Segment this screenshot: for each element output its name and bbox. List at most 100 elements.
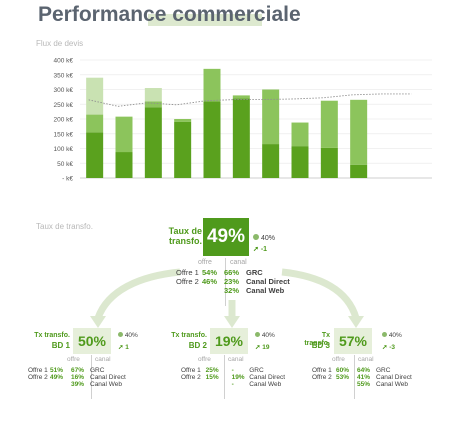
- bar-segment-light: [86, 77, 104, 115]
- arrow-right-head: [348, 316, 364, 328]
- bd1-label-top: Tx transfo.: [34, 332, 70, 339]
- bd2-trend: ➚ 19: [255, 343, 270, 351]
- bar-segment-mid: [350, 99, 368, 165]
- bd1-trend: ➚ 1: [118, 343, 129, 351]
- bd1-label: BD 1: [51, 341, 70, 350]
- quote-flow-chart: 400 k€ 350 k€ 300 k€ 250 k€ 200 k€ 150 k€ 100 …: [53, 58, 432, 183]
- bd3-breakdown-table: Offre 1 60% 64% GRC Offre 2 53% 41% Cana…: [312, 367, 412, 388]
- bd3-target-value: 40%: [388, 332, 402, 339]
- table-row: Offre 1 51% 67% GRC: [28, 367, 105, 374]
- bd1-separator: [91, 355, 92, 399]
- bd3-value: 57%: [334, 328, 372, 354]
- trend-arrow-icon: ➚: [255, 344, 261, 351]
- bd1-col-offre: offre: [67, 356, 80, 363]
- table-row: Offre 2 15% 19% Canal Direct: [181, 374, 285, 381]
- bar-segment-mid: [232, 95, 250, 99]
- bd2-col-offre: offre: [198, 356, 211, 363]
- bd1-target-value: 40%: [124, 332, 138, 339]
- main-kpi-value: 49%: [203, 218, 249, 256]
- y-tick-label: 400 k€: [53, 58, 73, 65]
- trend-arrow-icon: ➚: [118, 344, 124, 351]
- bar-segment-mid: [174, 119, 192, 122]
- bar-segment-mid: [262, 89, 280, 145]
- bd1-target: 40%: [118, 332, 138, 339]
- main-separator: [225, 258, 226, 306]
- arrow-left: [94, 268, 181, 320]
- bar-segment-light: [144, 88, 162, 102]
- bd3-trend: ➚ -3: [382, 343, 395, 351]
- bar-segment-dark: [350, 164, 368, 178]
- average-line: [88, 93, 412, 107]
- table-row: 32% Canal Web: [224, 286, 285, 295]
- bd2-target-value: 40%: [261, 332, 275, 339]
- bd2-label-top: Tx transfo.: [171, 332, 207, 339]
- trend-arrow-icon: ➚: [253, 246, 259, 253]
- section-label-devis: Flux de devis: [36, 39, 84, 48]
- title-highlight: [148, 14, 262, 26]
- table-row: Offre 2 49% 16% Canal Direct: [28, 374, 126, 381]
- bar-segment-dark: [262, 144, 280, 178]
- target-icon: [253, 234, 259, 240]
- section-label-transfo: Taux de transfo.: [36, 222, 93, 231]
- y-tick-label: - k€: [62, 176, 73, 183]
- bar-segment-dark: [203, 101, 221, 178]
- bd2-card: Tx transfo. BD 2 19% 40% ➚ 19 offre cana…: [165, 328, 285, 418]
- target-icon: [382, 332, 387, 337]
- bd3-card: Tx transfo. BD 3 57% 40% ➚ -3 offre cana…: [296, 328, 426, 418]
- y-tick-label: 300 k€: [53, 87, 73, 94]
- y-tick-label: 150 k€: [53, 131, 73, 138]
- bd1-breakdown-table: Offre 1 51% 67% GRC Offre 2 49% 16% Cana…: [28, 367, 126, 388]
- table-row: 39% Canal Web: [71, 381, 123, 388]
- table-row: - Canal Web: [231, 381, 282, 388]
- table-row: Offre 2 46% 23% Canal Direct: [176, 277, 290, 286]
- main-kpi-target-value: 40%: [260, 235, 275, 242]
- page-title: Performance commerciale: [38, 3, 301, 26]
- table-row: 55% Canal Web: [357, 381, 409, 388]
- bar-segment-dark: [115, 152, 133, 178]
- bd3-target: 40%: [382, 332, 402, 339]
- main-kpi-target: 40%: [253, 234, 275, 242]
- bar-segment-dark: [174, 121, 192, 178]
- bd2-value: 19%: [210, 328, 248, 354]
- bd3-label: BD 3: [311, 341, 330, 350]
- bar-segment-mid: [115, 116, 133, 153]
- bar-segment-dark: [86, 132, 104, 178]
- bd2-separator: [224, 355, 225, 399]
- bd1-col-canal: canal: [95, 356, 111, 363]
- target-icon: [255, 332, 260, 337]
- table-row: Offre 2 53% 41% Canal Direct: [312, 374, 412, 381]
- table-row: Offre 1 54% 66% GRC: [176, 268, 263, 277]
- target-icon: [118, 332, 123, 337]
- main-col-canal: canal: [230, 259, 247, 266]
- main-kpi-label: Taux de transfo.: [168, 226, 202, 247]
- y-tick-label: 50 k€: [57, 161, 73, 168]
- bar-segment-dark: [320, 147, 338, 178]
- bd3-col-offre: offre: [332, 356, 345, 363]
- main-kpi-trend: ➚ -1: [253, 245, 267, 253]
- arrow-left-head: [90, 316, 106, 328]
- bar-segment-mid: [86, 114, 104, 133]
- bd3-separator: [354, 355, 355, 399]
- arrow-center-head: [224, 316, 240, 328]
- y-tick-label: 200 k€: [53, 117, 73, 124]
- bd3-label-top: Tx transfo.: [304, 332, 330, 348]
- bar-segment-mid: [291, 122, 309, 147]
- bar-segment-dark: [291, 146, 309, 178]
- main-col-offre: offre: [198, 259, 212, 266]
- bd2-trend-value: 19: [262, 344, 270, 351]
- bd2-breakdown-table: Offre 1 25% - GRC Offre 2 15% 19% Canal …: [181, 367, 285, 388]
- arrow-right: [281, 268, 360, 320]
- bar-segment-mid: [203, 68, 221, 102]
- bd3-col-canal: canal: [358, 356, 374, 363]
- table-row: Offre 1 25% - GRC: [181, 367, 264, 374]
- bar-segment-dark: [232, 98, 250, 178]
- main-breakdown-table: Offre 1 54% 66% GRC Offre 2 46% 23% Cana…: [176, 268, 290, 295]
- bd2-label: BD 2: [188, 341, 207, 350]
- bd2-col-canal: canal: [228, 356, 244, 363]
- table-row: Offre 1 60% 64% GRC: [312, 367, 391, 374]
- bar-segment-mid: [144, 101, 162, 108]
- main-kpi-trend-value: -1: [260, 246, 268, 253]
- bar-segment-dark: [144, 107, 162, 178]
- bd1-trend-value: 1: [125, 344, 129, 351]
